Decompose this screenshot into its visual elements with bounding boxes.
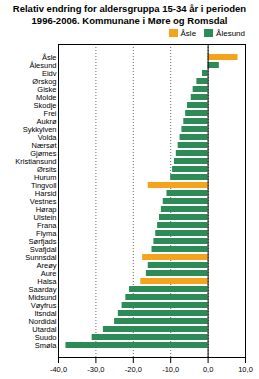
svg-text:Saarday: Saarday [28,284,57,294]
svg-text:Sykkylven: Sykkylven [22,124,57,134]
svg-text:Harsid: Harsid [34,188,57,198]
svg-text:Halsa: Halsa [37,276,57,286]
svg-text:-30,0: -30,0 [87,365,104,374]
html-text:Ålesund: Ålesund [216,28,245,38]
svg-text:Eidv: Eidv [41,68,57,78]
svg-text:Ulstein: Ulstein [33,212,57,222]
svg-text:Ørskog: Ørskog [32,76,57,86]
svg-text:Gjømes: Gjømes [30,148,57,158]
svg-text:Nordidal: Nordidal [28,316,57,326]
svg-text:Ørsits: Ørsits [36,164,57,174]
svg-text:Areøy: Areøy [36,260,57,270]
svg-text:Flyma: Flyma [36,228,57,238]
svg-text:Frana: Frana [36,220,57,230]
svg-text:10,0: 10,0 [238,365,253,374]
svg-text:Giske: Giske [37,84,57,94]
svg-text:Åsle: Åsle [41,52,57,62]
svg-text:Hurum: Hurum [34,172,57,182]
svg-text:Suudo: Suudo [34,332,57,342]
svg-text:Kristiansund: Kristiansund [15,156,57,166]
svg-text:Aukrø: Aukrø [36,116,57,126]
svg-text:Nærsøt: Nærsøt [31,140,57,150]
svg-text:Itsndal: Itsndal [34,308,57,318]
svg-text:Svafjdal: Svafjdal [29,244,57,254]
svg-text:Tingvoll: Tingvoll [30,180,57,190]
svg-text:Smøla: Smøla [35,341,57,350]
svg-text:Hørap: Hørap [35,204,57,214]
svg-text:Volda: Volda [37,132,57,142]
svg-text:-40,0: -40,0 [50,365,67,374]
svg-text:Ålesund: Ålesund [29,60,57,70]
html-text:Åsle: Åsle [180,28,197,38]
svg-text:Molde: Molde [36,92,57,102]
svg-text:-20,0: -20,0 [125,365,142,374]
svg-text:Skodje: Skodje [33,100,57,110]
svg-text:Aure: Aure [40,268,57,278]
svg-text:Utardal: Utardal [32,324,57,334]
svg-text:Vestnes: Vestnes [29,196,57,206]
html-text:Relativ endring for aldersgrup: Relativ endring for aldersgruppa 15-34 å… [12,3,247,26]
svg-text:-10,0: -10,0 [162,365,179,374]
svg-text:Sørfjads: Sørfjads [28,236,57,246]
svg-text:0,0: 0,0 [203,365,213,374]
svg-text:Frei: Frei [43,108,57,118]
svg-text:Vøyfrus: Vøyfrus [30,300,57,310]
svg-text:Midsund: Midsund [28,292,57,302]
svg-text:Sunnsdal: Sunnsdal [25,252,57,262]
